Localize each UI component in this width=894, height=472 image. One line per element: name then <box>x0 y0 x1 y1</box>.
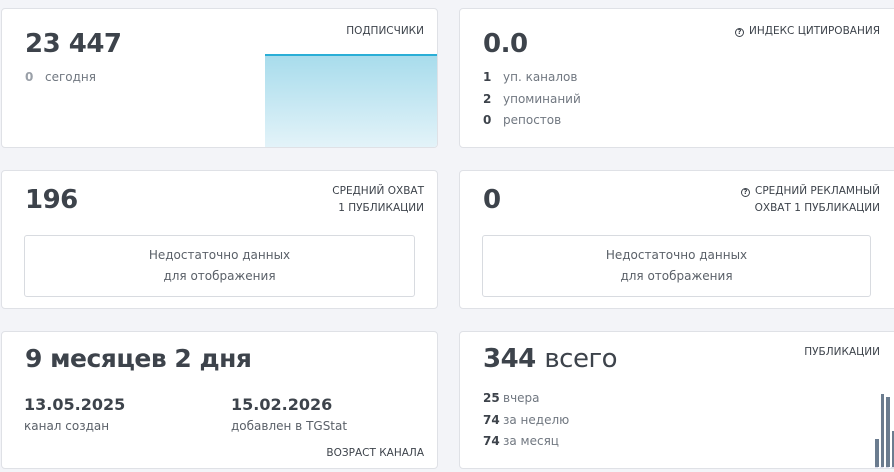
row-count: 0 <box>483 113 492 127</box>
no-data-line2: для отображения <box>620 269 733 283</box>
row-count: 74 <box>483 412 500 427</box>
posts-row: 74 за месяц <box>483 434 569 456</box>
age-label: ВОЗРАСТ КАНАЛА <box>326 447 424 459</box>
age-card: 9 месяцев 2 дня 13.05.2025 канал создан … <box>1 331 438 469</box>
reach-value: 196 <box>25 185 78 215</box>
posts-row: 74 за неделю <box>483 413 569 435</box>
added-date: 15.02.2026 <box>231 395 333 414</box>
today-label: сегодня <box>45 70 96 84</box>
reach-card: 196 СРЕДНИЙ ОХВАТ 1 ПУБЛИКАЦИИ Недостаточ… <box>1 170 438 309</box>
citation-index: 0.0 <box>483 29 528 59</box>
no-data-line1: Недостаточно данных <box>605 248 748 262</box>
reach-label-line1: СРЕДНИЙ ОХВАТ <box>332 185 424 197</box>
channel-age: 9 месяцев 2 дня <box>25 344 252 373</box>
posts-bar-chart <box>875 388 894 468</box>
question-circle-icon[interactable]: ? <box>734 28 744 37</box>
citation-row: 0 репостов <box>483 113 581 135</box>
subscribers-count: 23 447 <box>25 29 122 59</box>
row-label: за неделю <box>503 412 570 427</box>
posts-bar <box>875 439 879 467</box>
row-label: упоминаний <box>503 91 581 106</box>
row-label: уп. каналов <box>503 70 578 84</box>
created-date: 13.05.2025 <box>24 395 126 414</box>
ad-reach-card: 0 ? СРЕДНИЙ РЕКЛАМНЫЙ ОХВАТ 1 ПУБЛИКАЦИИ Н… <box>459 170 894 309</box>
citation-label: ИНДЕКС ЦИТИРОВАНИЯ <box>748 25 880 37</box>
posts-total-suffix: всего <box>544 344 618 374</box>
subscribers-card: 23 447 ПОДПИСЧИКИ 0 сегодня <box>1 8 438 148</box>
posts-card: 344 всего ПУБЛИКАЦИИ 25 вчера 74 за неделю… <box>459 331 894 469</box>
row-count: 1 <box>483 70 492 84</box>
row-label: репостов <box>503 113 562 127</box>
ad-reach-value: 0 <box>483 185 501 215</box>
row-count: 74 <box>483 434 500 448</box>
citation-card: 0.0 ? ИНДЕКС ЦИТИРОВАНИЯ 1 уп. каналов 2 уп… <box>459 8 894 148</box>
row-label: за месяц <box>503 434 559 448</box>
row-count: 2 <box>483 91 492 106</box>
subscribers-chart-area <box>265 54 437 147</box>
question-circle-icon[interactable]: ? <box>740 188 750 197</box>
no-data-line1: Недостаточно данных <box>148 248 291 262</box>
reach-label-line2: 1 ПУБЛИКАЦИИ <box>338 202 424 214</box>
no-data-box: Недостаточно данных для отображения <box>482 235 871 297</box>
citation-row: 1 уп. каналов <box>483 70 581 92</box>
no-data-box: Недостаточно данных для отображения <box>24 235 415 297</box>
subscribers-label: ПОДПИСЧИКИ <box>346 25 424 37</box>
posts-bar <box>880 394 884 467</box>
today-count: 0 <box>25 70 34 84</box>
added-label: добавлен в TGStat <box>231 419 348 433</box>
citation-row: 2 упоминаний <box>483 92 581 114</box>
row-label: вчера <box>503 391 540 405</box>
ad-reach-label-line2: ОХВАТ 1 ПУБЛИКАЦИИ <box>754 202 880 214</box>
posts-bar <box>886 397 890 467</box>
posts-label: ПУБЛИКАЦИИ <box>804 346 880 358</box>
ad-reach-label-line1: СРЕДНИЙ РЕКЛАМНЫЙ <box>754 185 880 197</box>
posts-row: 25 вчера <box>483 391 569 413</box>
row-count: 25 <box>483 391 500 405</box>
no-data-line2: для отображения <box>163 269 276 283</box>
posts-total: 344 <box>483 344 536 374</box>
created-label: канал создан <box>24 419 110 433</box>
posts-bar <box>891 431 894 467</box>
